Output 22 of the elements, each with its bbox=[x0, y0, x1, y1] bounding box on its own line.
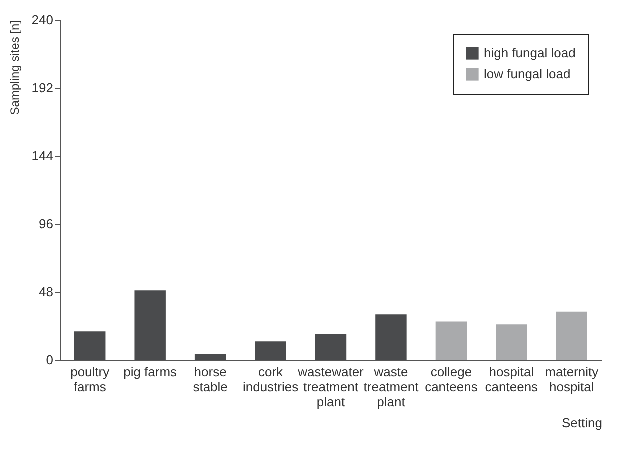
x-tick-label: poultry farms bbox=[70, 364, 110, 394]
y-tick-label: 144 bbox=[32, 148, 54, 164]
x-tick-label: maternity hospital bbox=[545, 364, 600, 394]
y-tick-label: 96 bbox=[39, 216, 54, 232]
x-tick-label: cork industries bbox=[242, 364, 300, 394]
legend-label: low fungal load bbox=[484, 66, 571, 82]
y-tick-label: 48 bbox=[39, 284, 54, 300]
x-axis-title: Setting bbox=[562, 416, 602, 430]
x-tick-label: waste treatment plant bbox=[364, 364, 420, 410]
x-tick-label: hospital canteens bbox=[485, 364, 539, 394]
x-tick-label: pig farms bbox=[124, 364, 178, 380]
x-tick-label: horse stable bbox=[193, 364, 228, 394]
y-tick-label: 240 bbox=[32, 12, 54, 28]
legend-label: high fungal load bbox=[484, 46, 576, 60]
x-tick-label: wastewater treatment plant bbox=[297, 364, 365, 410]
x-tick-label: college canteens bbox=[425, 364, 478, 394]
bar bbox=[496, 324, 528, 360]
y-axis-title: Sampling sites [n] bbox=[8, 20, 22, 116]
bar bbox=[436, 322, 468, 360]
bar bbox=[556, 312, 588, 360]
y-tick-label: 0 bbox=[46, 352, 54, 368]
y-tick-label: 192 bbox=[32, 80, 54, 96]
